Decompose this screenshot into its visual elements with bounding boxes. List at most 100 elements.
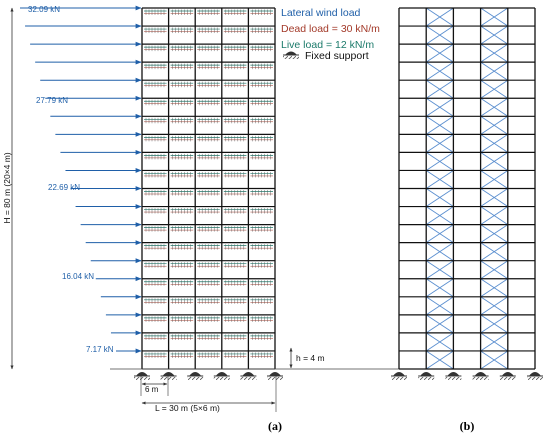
load-band [170,280,194,286]
load-band [144,63,167,70]
load-band [170,45,194,52]
brace [425,97,454,117]
load-band [223,190,247,196]
load-band [197,27,220,34]
fixed-support-4 [499,372,516,380]
brace [425,242,454,262]
brace [425,170,454,189]
load-band [144,352,167,358]
load-band [197,190,220,196]
load-band [197,63,220,70]
load-band [170,27,194,34]
brace [480,260,509,280]
brace [425,25,454,45]
panel-b-frame [391,7,543,380]
bracing-members [425,7,509,370]
brace [425,43,454,63]
load-band [144,81,167,88]
load-band [144,117,167,124]
load-band [170,171,194,178]
brace [425,206,454,225]
brace [480,25,509,45]
load-band [170,9,194,15]
load-band [250,280,273,286]
load-band [250,9,273,15]
load-band [170,99,194,106]
load-band [223,45,247,52]
load-band [170,135,194,142]
brace [480,97,509,117]
fixed-support-2 [445,372,462,380]
fixed-support-4 [240,372,257,380]
load-band [197,316,220,322]
brace [480,7,509,27]
brace [425,332,454,352]
load-band [197,280,220,286]
fixed-support-1 [160,372,177,380]
load-band [197,153,220,160]
load-band [197,298,220,304]
brace [480,242,509,262]
brace [425,79,454,99]
frame-b-members [398,7,536,370]
load-band [223,117,247,124]
load-band [170,117,194,124]
load-band [250,135,273,142]
load-band [144,244,167,250]
brace [425,188,454,207]
brace [425,314,454,334]
wind-label-bottom: 7.17 kN [86,345,114,354]
load-band [250,99,273,106]
brace [480,224,509,244]
load-band [197,171,220,178]
load-band [223,9,247,15]
load-band [223,208,247,214]
brace [425,115,454,135]
caption-b: (b) [460,419,475,433]
load-band [223,63,247,70]
fixed-supports-b [391,372,543,380]
load-band [197,81,220,88]
load-band [144,171,167,178]
load-band [144,45,167,52]
wind-arrows [20,5,142,354]
bay-label: 6 m [145,385,159,394]
load-band [250,244,273,250]
load-band [250,27,273,34]
support-legend-icon [283,51,299,59]
load-band [197,352,220,358]
load-band [250,352,273,358]
span-label: L = 30 m (5×6 m) [155,403,220,413]
load-band [144,280,167,286]
brace [480,170,509,189]
bay-dimension [140,374,169,396]
brace [425,7,454,27]
load-band [223,27,247,34]
fixed-support-3 [213,372,230,380]
gravity-loads [144,9,273,358]
panel-a-frame [20,5,410,380]
load-band [223,171,247,178]
load-band [223,244,247,250]
load-band [250,334,273,340]
load-band [223,280,247,286]
load-band [250,45,273,52]
load-band [197,135,220,142]
legend: Lateral wind load Dead load = 30 kN/m Li… [281,7,380,62]
load-band [250,81,273,88]
load-band [170,190,194,196]
load-band [250,117,273,124]
brace [480,152,509,171]
load-band [144,99,167,106]
fixed-support-0 [134,372,150,380]
brace [480,115,509,135]
load-band [223,135,247,142]
load-band [250,316,273,322]
load-band [144,226,167,232]
height-label: H = 80 m (20×4 m) [2,152,12,224]
load-band [144,135,167,142]
brace [425,133,454,153]
load-band [170,81,194,88]
load-band [170,352,194,358]
